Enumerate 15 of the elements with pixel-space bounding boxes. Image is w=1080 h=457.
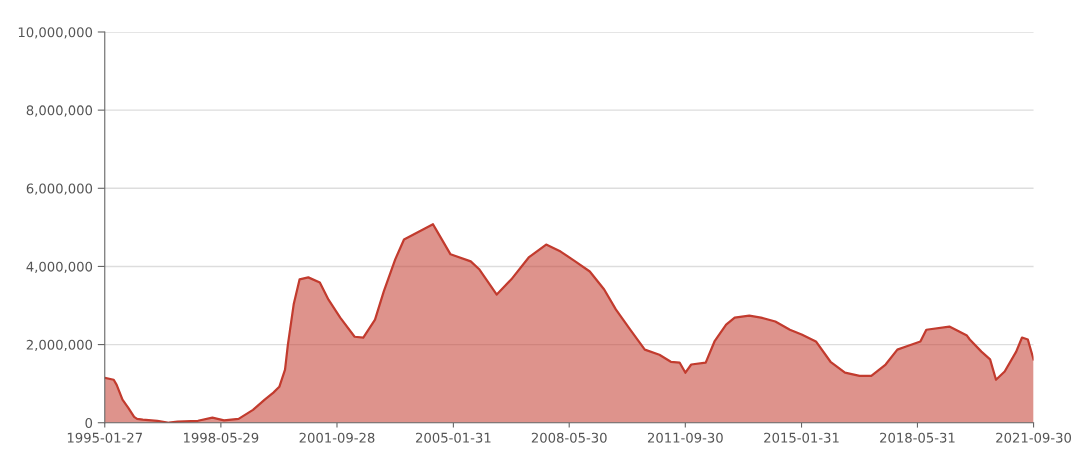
x-tick-label: 2011-09-30 — [647, 432, 723, 443]
y-tick-label: 4,000,000 — [26, 261, 93, 273]
x-tick-label: 2008-05-30 — [531, 432, 607, 443]
x-tick-label: 1998-05-29 — [183, 432, 259, 443]
y-tick-label: 8,000,000 — [26, 105, 93, 117]
y-tick-label: 6,000,000 — [26, 183, 93, 195]
x-tick-label: 2015-01-31 — [764, 432, 839, 443]
x-tick-label: 2005-01-31 — [416, 432, 491, 443]
y-tick-label: 10,000,000 — [18, 27, 93, 39]
x-tick-label: 1995-01-27 — [67, 432, 142, 443]
x-tick-label: 2018-05-31 — [880, 432, 955, 443]
x-tick-label: 2001-09-28 — [299, 432, 375, 443]
y-tick-label: 0 — [85, 417, 93, 428]
x-tick-label: 2021-09-30 — [996, 432, 1072, 443]
y-tick-label: 2,000,000 — [26, 339, 93, 352]
